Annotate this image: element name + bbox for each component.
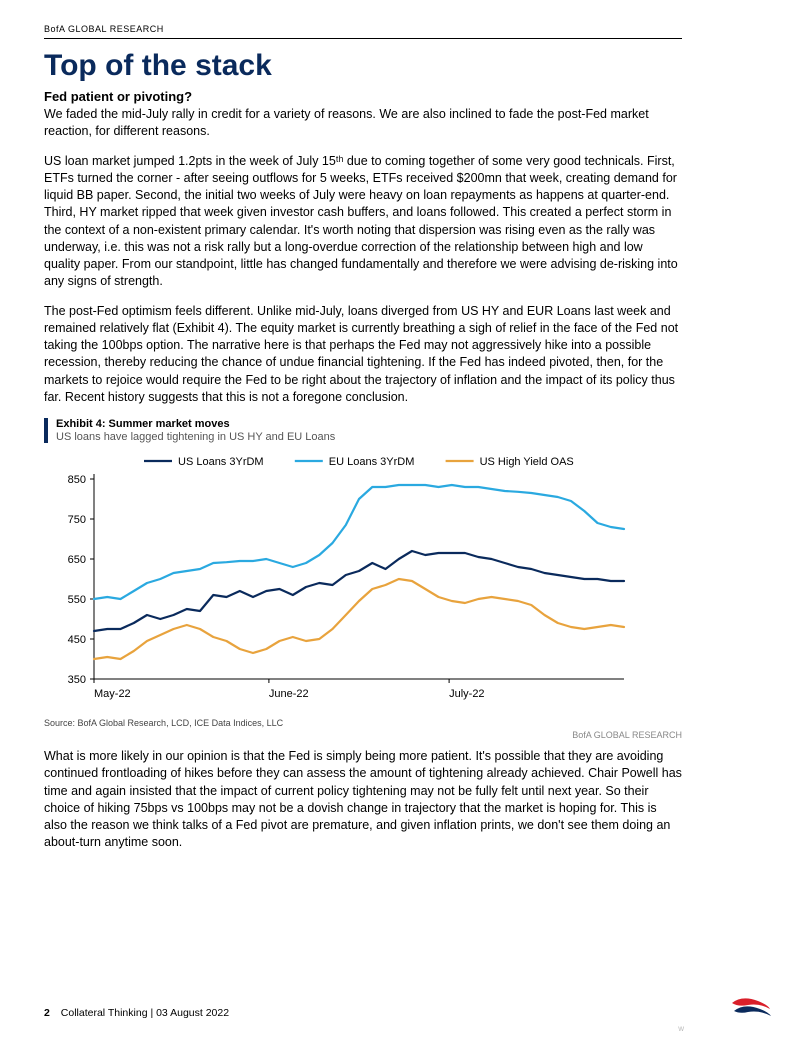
line-chart: 350 450 550 650 750 850 May-22 June-22 July-22 US… [44, 449, 682, 714]
watermark-char: w [678, 1024, 684, 1033]
page-footer: 2 Collateral Thinking | 03 August 2022 [44, 995, 772, 1019]
exhibit-subtitle: US loans have lagged tightening in US HY… [56, 431, 682, 443]
chart-svg: 350 450 550 650 750 850 May-22 June-22 July-22 US… [44, 449, 644, 709]
y-tick-label: 750 [68, 514, 86, 526]
page-number: 2 [44, 1007, 50, 1019]
footer-doc: Collateral Thinking | 03 August 2022 [61, 1007, 229, 1019]
chart-brand-tag: BofA GLOBAL RESEARCH [44, 730, 682, 740]
exhibit-header: Exhibit 4: Summer market moves US loans … [44, 418, 682, 443]
paragraph-2: US loan market jumped 1.2pts in the week… [44, 153, 682, 291]
paragraph-1: We faded the mid-July rally in credit fo… [44, 106, 682, 141]
section-subheading: Fed patient or pivoting? [44, 89, 682, 104]
legend-label: US High Yield OAS [480, 456, 574, 468]
logo-bottom-flag [734, 1006, 771, 1016]
series-line [94, 485, 624, 599]
y-tick-label: 850 [68, 474, 86, 486]
header-brand: BofA GLOBAL RESEARCH [44, 24, 682, 39]
paragraph-4: What is more likely in our opinion is th… [44, 748, 682, 852]
bofa-logo-icon [730, 995, 772, 1019]
x-tick-label: July-22 [449, 688, 484, 700]
footer-text: 2 Collateral Thinking | 03 August 2022 [44, 1007, 229, 1019]
x-tick-label: June-22 [269, 688, 309, 700]
y-tick-label: 550 [68, 594, 86, 606]
legend-label: EU Loans 3YrDM [329, 456, 415, 468]
series-line [94, 551, 624, 631]
y-tick-label: 650 [68, 554, 86, 566]
paragraph-3: The post-Fed optimism feels different. U… [44, 303, 682, 407]
x-tick-label: May-22 [94, 688, 131, 700]
y-tick-label: 350 [68, 674, 86, 686]
page-title: Top of the stack [44, 49, 682, 83]
legend-label: US Loans 3YrDM [178, 456, 264, 468]
exhibit-title: Exhibit 4: Summer market moves [56, 418, 682, 430]
y-tick-label: 450 [68, 634, 86, 646]
series-line [94, 579, 624, 659]
chart-source: Source: BofA Global Research, LCD, ICE D… [44, 718, 682, 728]
